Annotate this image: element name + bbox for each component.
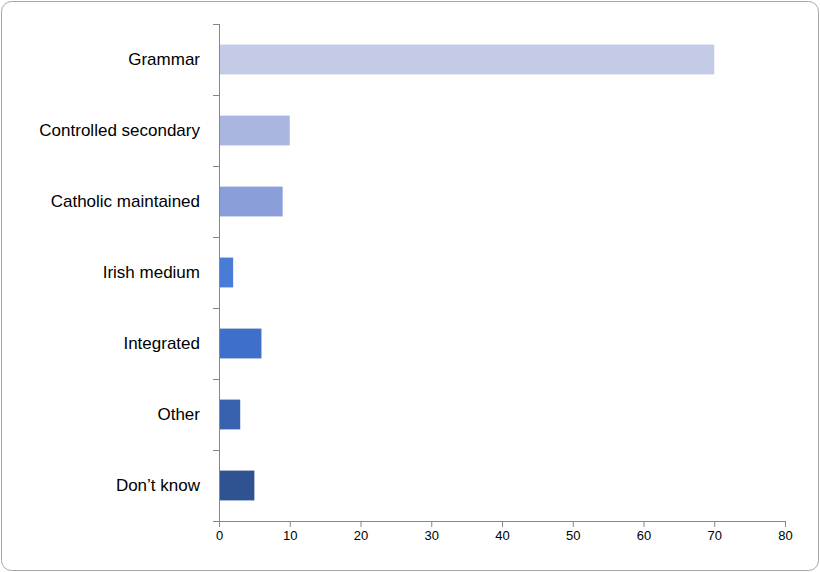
x-tick: 10 xyxy=(283,521,297,543)
bar xyxy=(219,400,240,430)
x-tick-mark xyxy=(644,521,645,527)
y-boundary-tick xyxy=(213,308,219,309)
x-tick: 0 xyxy=(216,521,223,543)
x-tick-label: 20 xyxy=(354,528,368,543)
y-tick: Controlled secondary xyxy=(39,121,219,140)
bar xyxy=(219,116,290,146)
chart-frame xyxy=(2,2,819,571)
x-tick: 20 xyxy=(354,521,368,543)
x-tick-label: 50 xyxy=(566,528,580,543)
plot: 0 10 20 30 40 50 60 70 80 Grammar Controlled secon… xyxy=(39,24,792,543)
y-axis: Grammar Controlled secondary Catholic main… xyxy=(39,24,219,521)
y-tick-label: Grammar xyxy=(128,50,200,69)
bar xyxy=(219,258,233,288)
y-boundary-tick xyxy=(213,379,219,380)
y-tick: Don’t know xyxy=(116,476,219,495)
x-tick-mark xyxy=(714,521,715,527)
x-tick-mark xyxy=(785,521,786,527)
x-axis: 0 10 20 30 40 50 60 70 80 xyxy=(216,521,793,543)
bar xyxy=(219,187,283,217)
x-tick-mark xyxy=(502,521,503,527)
x-tick: 30 xyxy=(425,521,439,543)
x-tick-mark xyxy=(219,521,220,527)
bar xyxy=(219,471,254,501)
y-boundary-tick xyxy=(213,166,219,167)
y-tick-label: Other xyxy=(157,405,200,424)
x-tick-label: 30 xyxy=(425,528,439,543)
bar xyxy=(219,45,714,75)
y-boundary-tick xyxy=(213,95,219,96)
y-tick: Other xyxy=(157,405,219,424)
x-tick-mark xyxy=(290,521,291,527)
x-tick-mark xyxy=(573,521,574,527)
chart: 0 10 20 30 40 50 60 70 80 Grammar Controlled secon… xyxy=(0,0,820,572)
x-tick: 50 xyxy=(566,521,580,543)
y-boundary-tick xyxy=(213,450,219,451)
x-tick-label: 80 xyxy=(778,528,792,543)
x-tick: 70 xyxy=(708,521,722,543)
x-tick-label: 70 xyxy=(708,528,722,543)
y-tick-label: Catholic maintained xyxy=(51,192,200,211)
y-tick-label: Integrated xyxy=(123,334,200,353)
y-tick: Irish medium xyxy=(103,263,219,282)
y-boundary-tick xyxy=(213,237,219,238)
y-tick: Grammar xyxy=(128,50,219,69)
y-boundary-tick xyxy=(213,521,219,522)
x-tick-label: 0 xyxy=(216,528,223,543)
x-tick-label: 40 xyxy=(495,528,509,543)
bars xyxy=(219,45,714,501)
bar xyxy=(219,329,261,359)
x-tick-label: 60 xyxy=(637,528,651,543)
y-tick: Catholic maintained xyxy=(51,192,219,211)
x-tick-label: 10 xyxy=(283,528,297,543)
y-tick-label: Don’t know xyxy=(116,476,201,495)
x-tick: 80 xyxy=(778,521,792,543)
y-tick: Integrated xyxy=(123,334,219,353)
y-boundary-tick xyxy=(213,24,219,25)
y-boundary-ticks xyxy=(213,25,219,522)
x-tick-mark xyxy=(431,521,432,527)
y-axis-line xyxy=(219,24,220,521)
x-tick-mark xyxy=(361,521,362,527)
y-tick-label: Irish medium xyxy=(103,263,200,282)
y-tick-label: Controlled secondary xyxy=(39,121,200,140)
x-tick: 40 xyxy=(495,521,509,543)
x-tick: 60 xyxy=(637,521,651,543)
